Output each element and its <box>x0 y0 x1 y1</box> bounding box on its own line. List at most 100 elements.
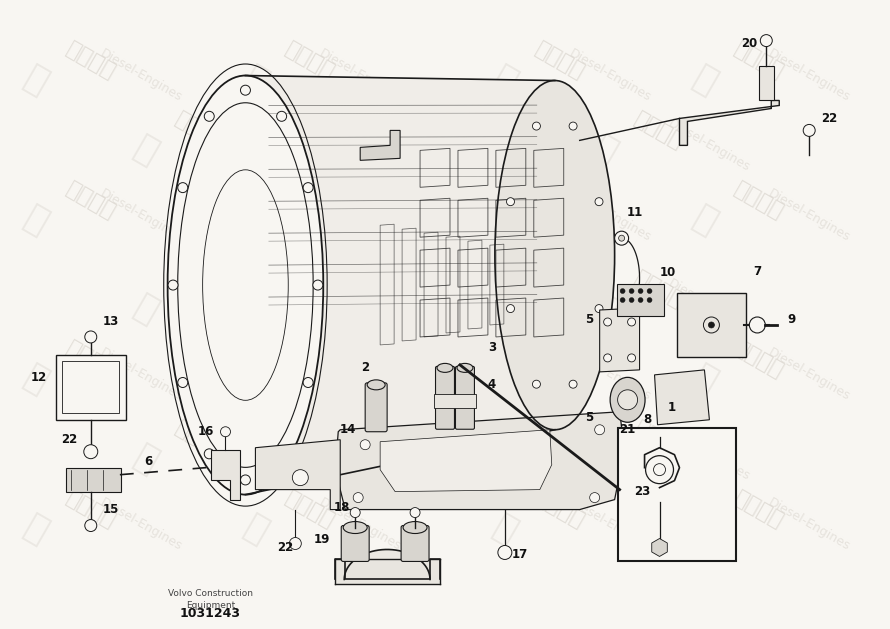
Text: ⓓ: ⓓ <box>128 290 164 330</box>
Circle shape <box>85 520 97 532</box>
Text: ⓓ: ⓓ <box>686 200 723 240</box>
Circle shape <box>350 508 360 518</box>
Text: Diesel-Engines: Diesel-Engines <box>566 47 653 104</box>
Polygon shape <box>654 370 709 425</box>
Circle shape <box>595 425 604 435</box>
FancyBboxPatch shape <box>365 383 387 431</box>
Text: 19: 19 <box>314 533 330 546</box>
Text: Diesel-Engines: Diesel-Engines <box>766 186 853 244</box>
Ellipse shape <box>457 364 473 372</box>
Text: Diesel-Engines: Diesel-Engines <box>207 116 294 174</box>
Text: 12: 12 <box>31 371 47 384</box>
Polygon shape <box>360 130 400 160</box>
Circle shape <box>84 445 98 459</box>
Circle shape <box>618 390 637 409</box>
Text: Diesel-Engines: Diesel-Engines <box>566 346 653 404</box>
Circle shape <box>569 380 577 388</box>
Polygon shape <box>336 559 440 584</box>
Text: 紫发动力: 紫发动力 <box>173 268 229 312</box>
FancyBboxPatch shape <box>617 284 664 316</box>
Circle shape <box>619 235 625 241</box>
Circle shape <box>506 304 514 313</box>
Polygon shape <box>66 467 121 492</box>
Circle shape <box>292 470 308 486</box>
Circle shape <box>178 182 188 192</box>
Polygon shape <box>56 355 125 420</box>
Circle shape <box>240 85 250 95</box>
Text: ⓓ: ⓓ <box>487 509 522 550</box>
Circle shape <box>353 493 363 503</box>
Text: Diesel-Engines: Diesel-Engines <box>766 47 853 104</box>
Text: 紫发动力: 紫发动力 <box>412 418 468 462</box>
Text: 7: 7 <box>753 265 761 277</box>
Text: 紫发动力: 紫发动力 <box>412 108 468 152</box>
Circle shape <box>221 426 231 437</box>
Text: 紫发动力: 紫发动力 <box>282 38 338 82</box>
Text: 14: 14 <box>340 423 356 437</box>
Polygon shape <box>600 308 640 372</box>
Text: 紫发动力: 紫发动力 <box>732 178 788 222</box>
Text: 5: 5 <box>586 313 594 326</box>
Ellipse shape <box>368 380 385 390</box>
Circle shape <box>627 354 635 362</box>
Text: 紫发动力: 紫发动力 <box>631 418 688 462</box>
Text: Diesel-Engines: Diesel-Engines <box>666 276 753 334</box>
Text: ⓓ: ⓓ <box>128 440 164 480</box>
Text: ⓓ: ⓓ <box>368 130 403 170</box>
Text: 紫发动力: 紫发动力 <box>531 38 588 82</box>
Text: 18: 18 <box>334 501 351 514</box>
Text: Diesel-Engines: Diesel-Engines <box>447 276 533 334</box>
Polygon shape <box>759 65 774 101</box>
Circle shape <box>410 508 420 518</box>
FancyBboxPatch shape <box>435 366 455 429</box>
Text: ⓓ: ⓓ <box>238 60 273 101</box>
Text: 16: 16 <box>198 425 214 438</box>
Text: 21: 21 <box>619 423 635 437</box>
Text: ⓓ: ⓓ <box>368 290 403 330</box>
Text: ⓓ: ⓓ <box>18 200 53 240</box>
Text: 紫发动力: 紫发动力 <box>531 487 588 532</box>
Text: ⓓ: ⓓ <box>368 440 403 480</box>
Text: Diesel-Engines: Diesel-Engines <box>317 186 403 244</box>
Polygon shape <box>679 101 780 145</box>
Text: 5: 5 <box>586 411 594 425</box>
Text: ⓓ: ⓓ <box>18 509 53 550</box>
Text: ⓓ: ⓓ <box>487 60 522 101</box>
Text: 15: 15 <box>102 503 119 516</box>
Text: ⓓ: ⓓ <box>587 130 622 170</box>
Text: 紫发动力: 紫发动力 <box>531 178 588 222</box>
Text: 紫发动力: 紫发动力 <box>732 338 788 382</box>
Text: 1031243: 1031243 <box>180 608 241 620</box>
Text: ⓓ: ⓓ <box>238 360 273 400</box>
FancyBboxPatch shape <box>456 366 474 429</box>
Text: 紫发动力: 紫发动力 <box>631 268 688 312</box>
Circle shape <box>85 331 97 343</box>
Circle shape <box>638 298 643 303</box>
Text: 紫发动力: 紫发动力 <box>282 487 338 532</box>
Text: 紫发动力: 紫发动力 <box>62 487 119 532</box>
Text: 紫发动力: 紫发动力 <box>62 38 119 82</box>
Text: 紫发动力: 紫发动力 <box>732 38 788 82</box>
Circle shape <box>620 289 625 294</box>
Circle shape <box>240 475 250 485</box>
Circle shape <box>803 125 815 136</box>
Circle shape <box>760 35 773 47</box>
Text: 22: 22 <box>61 433 77 446</box>
Polygon shape <box>651 538 668 557</box>
Text: 1: 1 <box>668 401 676 415</box>
Text: ⓓ: ⓓ <box>587 440 622 480</box>
Circle shape <box>749 317 765 333</box>
Text: ⓓ: ⓓ <box>18 60 53 101</box>
Circle shape <box>532 380 540 388</box>
Polygon shape <box>246 75 554 494</box>
Text: 11: 11 <box>627 206 643 219</box>
Circle shape <box>629 289 634 294</box>
Text: 9: 9 <box>787 313 796 326</box>
Text: 紫发动力: 紫发动力 <box>732 487 788 532</box>
Text: ⓓ: ⓓ <box>686 360 723 400</box>
Ellipse shape <box>495 81 615 430</box>
Polygon shape <box>336 412 625 509</box>
Polygon shape <box>380 430 552 492</box>
Text: Diesel-Engines: Diesel-Engines <box>97 47 184 104</box>
Circle shape <box>647 289 652 294</box>
